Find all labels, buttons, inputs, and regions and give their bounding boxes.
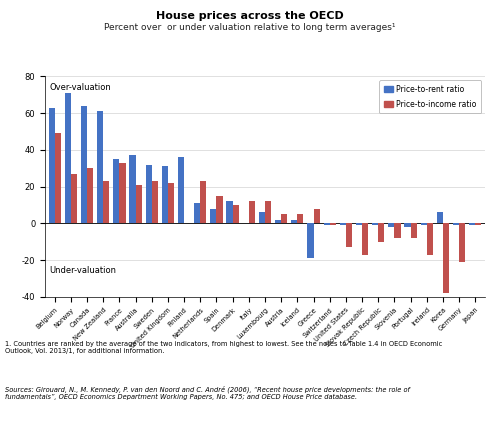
Bar <box>330 223 336 225</box>
Bar <box>64 93 71 223</box>
Bar <box>210 209 216 223</box>
Text: 1. Countries are ranked by the average of the two indicators, from highest to lo: 1. Countries are ranked by the average o… <box>5 341 442 354</box>
Bar <box>427 223 433 254</box>
Bar <box>394 223 400 238</box>
Bar <box>259 212 265 223</box>
Text: Sources: Girouard, N., M. Kennedy, P. van den Noord and C. André (2006), “Recent: Sources: Girouard, N., M. Kennedy, P. va… <box>5 386 410 401</box>
Bar <box>152 181 158 223</box>
Bar <box>291 220 298 223</box>
Text: Percent over  or under valuation relative to long term averages¹: Percent over or under valuation relative… <box>104 23 396 32</box>
Bar <box>356 223 362 225</box>
Bar <box>420 223 427 225</box>
Bar <box>362 223 368 254</box>
Bar <box>265 201 271 223</box>
Bar <box>404 223 410 227</box>
Bar <box>48 108 54 223</box>
Bar <box>168 183 174 223</box>
Bar <box>87 168 93 223</box>
Bar <box>97 111 103 223</box>
Bar <box>453 223 459 225</box>
Text: House prices across the OECD: House prices across the OECD <box>156 11 344 21</box>
Legend: Price-to-rent ratio, Price-to-income ratio: Price-to-rent ratio, Price-to-income rat… <box>380 80 481 113</box>
Bar <box>216 196 222 223</box>
Bar <box>194 203 200 223</box>
Bar <box>249 201 255 223</box>
Bar <box>146 165 152 223</box>
Bar <box>308 223 314 258</box>
Bar <box>130 155 136 223</box>
Bar <box>378 223 384 242</box>
Bar <box>120 163 126 223</box>
Bar <box>81 106 87 223</box>
Bar <box>443 223 449 293</box>
Bar <box>388 223 394 227</box>
Bar <box>437 212 443 223</box>
Bar <box>346 223 352 247</box>
Bar <box>114 159 119 223</box>
Bar <box>469 223 476 225</box>
Text: Under-valuation: Under-valuation <box>50 266 116 275</box>
Bar <box>314 209 320 223</box>
Bar <box>372 223 378 225</box>
Bar <box>200 181 206 223</box>
Bar <box>71 174 77 223</box>
Bar <box>298 214 304 223</box>
Bar <box>103 181 110 223</box>
Bar <box>459 223 466 262</box>
Bar <box>178 157 184 223</box>
Text: Over-valuation: Over-valuation <box>50 83 111 92</box>
Bar <box>476 223 482 225</box>
Bar <box>275 220 281 223</box>
Bar <box>162 166 168 223</box>
Bar <box>54 133 61 223</box>
Bar <box>340 223 346 225</box>
Bar <box>281 214 287 223</box>
Bar <box>226 201 232 223</box>
Bar <box>324 223 330 225</box>
Bar <box>410 223 416 238</box>
Bar <box>232 205 239 223</box>
Bar <box>136 185 141 223</box>
